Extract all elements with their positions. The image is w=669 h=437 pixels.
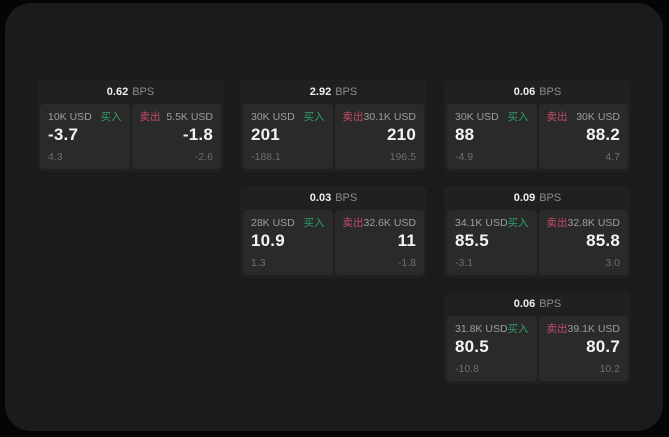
spread-value: 0.03 [309,192,332,204]
buy-side-label: 买入 [303,111,325,123]
sell-delta: -1.8 [397,257,416,269]
sell-delta: 4.7 [605,151,620,163]
sell-amount: 30.1K USD [363,111,417,123]
buy-price: 88 [455,125,475,144]
buy-delta: 1.3 [251,257,266,269]
buy-amount: 28K USD [251,217,295,229]
quote-card-4: 0.03 BPS 28K USD 买入 10.9 1.3 卖出 32.6K US… [240,186,427,278]
spread-unit: BPS [132,86,155,98]
spread-value: 0.06 [513,298,536,310]
sell-panel[interactable]: 卖出 30.1K USD 210 196.5 [334,104,424,169]
buy-price: 10.9 [251,231,285,250]
sell-panel[interactable]: 卖出 30K USD 88.2 4.7 [538,104,628,169]
sell-amount: 32.8K USD [567,217,621,229]
buy-amount: 30K USD [251,111,295,123]
sell-amount: 32.6K USD [363,217,417,229]
buy-amount: 34.1K USD [455,217,508,229]
buy-delta: -3.1 [455,257,474,269]
quote-card-1: 0.62 BPS 10K USD 买入 -3.7 4.3 卖出 5.5K USD… [37,80,224,172]
quote-card-3: 0.06 BPS 30K USD 买入 88 -4.9 卖出 30K USD 8… [444,80,631,172]
sell-amount: 39.1K USD [567,323,621,335]
sell-price: 85.8 [586,231,620,250]
buy-side-label: 买入 [507,323,529,335]
quote-card-2: 2.92 BPS 30K USD 买入 201 -188.1 卖出 30.1K … [240,80,427,172]
sell-delta: 10.2 [599,363,620,375]
spread-header: 0.03 BPS [240,186,427,210]
sell-panel[interactable]: 卖出 32.8K USD 85.8 3.0 [538,210,628,275]
buy-panel[interactable]: 34.1K USD 买入 85.5 -3.1 [447,210,537,275]
spread-header: 0.06 BPS [444,80,631,104]
buy-side-label: 买入 [303,217,325,229]
buy-side-label: 买入 [507,217,529,229]
spread-value: 0.09 [513,192,536,204]
sell-side-label: 卖出 [546,217,568,229]
sell-price: -1.8 [182,125,213,144]
spread-header: 0.06 BPS [444,292,631,316]
spread-value: 0.62 [106,86,129,98]
buy-price: 85.5 [455,231,489,250]
buy-delta: -10.8 [455,363,479,375]
buy-delta: -188.1 [251,151,281,163]
buy-delta: -4.9 [455,151,474,163]
buy-amount: 30K USD [455,111,499,123]
sell-side-label: 卖出 [342,217,364,229]
buy-panel[interactable]: 30K USD 买入 201 -188.1 [243,104,333,169]
spread-header: 0.09 BPS [444,186,631,210]
sell-panel[interactable]: 卖出 5.5K USD -1.8 -2.6 [131,104,221,169]
spread-unit: BPS [539,192,562,204]
sell-side-label: 卖出 [139,111,161,123]
buy-price: -3.7 [48,125,79,144]
buy-price: 80.5 [455,337,489,356]
quote-card-6: 0.06 BPS 31.8K USD 买入 80.5 -10.8 卖出 39.1… [444,292,631,384]
sell-delta: -2.6 [194,151,213,163]
spread-header: 0.62 BPS [37,80,224,104]
buy-panel[interactable]: 30K USD 买入 88 -4.9 [447,104,537,169]
buy-panel[interactable]: 31.8K USD 买入 80.5 -10.8 [447,316,537,381]
sell-amount: 30K USD [576,111,620,123]
sell-price: 88.2 [586,125,620,144]
spread-unit: BPS [539,298,562,310]
sell-delta: 196.5 [389,151,416,163]
buy-delta: 4.3 [48,151,63,163]
quote-card-5: 0.09 BPS 34.1K USD 买入 85.5 -3.1 卖出 32.8K… [444,186,631,278]
buy-amount: 31.8K USD [455,323,508,335]
buy-panel[interactable]: 28K USD 买入 10.9 1.3 [243,210,333,275]
spread-unit: BPS [335,86,358,98]
buy-side-label: 买入 [100,111,122,123]
buy-side-label: 买入 [507,111,529,123]
spread-header: 2.92 BPS [240,80,427,104]
spread-value: 0.06 [513,86,536,98]
spread-unit: BPS [335,192,358,204]
sell-side-label: 卖出 [546,111,568,123]
spread-value: 2.92 [309,86,332,98]
sell-price: 11 [397,231,416,250]
sell-panel[interactable]: 卖出 32.6K USD 11 -1.8 [334,210,424,275]
buy-panel[interactable]: 10K USD 买入 -3.7 4.3 [40,104,130,169]
sell-side-label: 卖出 [342,111,364,123]
sell-panel[interactable]: 卖出 39.1K USD 80.7 10.2 [538,316,628,381]
sell-delta: 3.0 [605,257,620,269]
spread-unit: BPS [539,86,562,98]
buy-price: 201 [251,125,280,144]
sell-side-label: 卖出 [546,323,568,335]
sell-price: 80.7 [586,337,620,356]
buy-amount: 10K USD [48,111,92,123]
sell-price: 210 [387,125,416,144]
sell-amount: 5.5K USD [166,111,213,123]
